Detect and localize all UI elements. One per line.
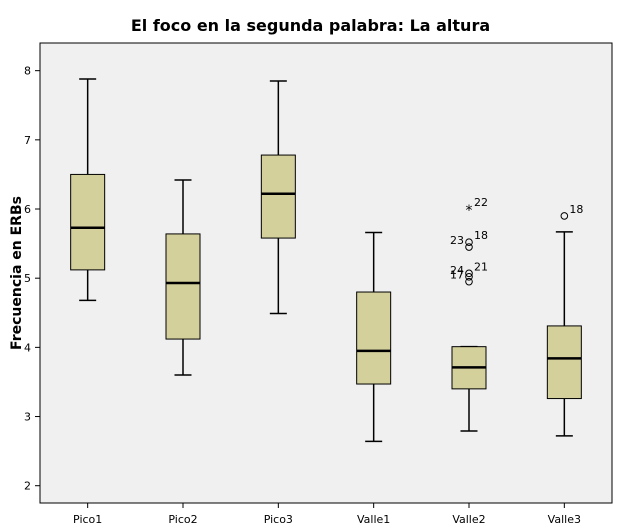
box-Pico3 xyxy=(260,80,296,315)
x-tick-label-Pico2: Pico2 xyxy=(168,513,197,526)
outlier-circle-18 xyxy=(465,238,473,247)
y-tick-label-4: 4 xyxy=(24,341,31,354)
y-tick-label-5: 5 xyxy=(24,272,31,285)
x-tick-label-Valle2: Valle2 xyxy=(452,513,485,526)
y-tick-label-6: 6 xyxy=(24,203,31,216)
iqr-box-Valle3 xyxy=(546,325,582,400)
y-axis: 2 3 4 5 6 7 8 xyxy=(24,65,40,493)
box-Valle1 xyxy=(356,231,392,443)
outlier-circle-21 xyxy=(465,269,473,278)
outlier-circle-24 xyxy=(465,273,473,281)
y-axis-label: Frecuencia en ERBs xyxy=(9,196,25,350)
outlier-label-18: 18 xyxy=(474,229,488,242)
box-Pico1 xyxy=(70,78,106,302)
y-tick-label-3: 3 xyxy=(24,411,31,424)
y-tick-label-2: 2 xyxy=(24,480,31,493)
x-axis: Pico1 Pico2 Pico3 Valle1 Valle2 Valle3 xyxy=(73,503,581,526)
plot-area xyxy=(39,42,613,504)
box-Pico2 xyxy=(165,179,201,376)
x-tick-label-Pico3: Pico3 xyxy=(264,513,293,526)
outlier-circle-17 xyxy=(465,277,473,286)
outlier-star-22: * xyxy=(466,203,473,219)
box-Valle3: 18 xyxy=(546,203,583,437)
y-tick-label-8: 8 xyxy=(24,65,31,78)
x-tick-label-Pico1: Pico1 xyxy=(73,513,102,526)
iqr-box-Pico1 xyxy=(70,173,106,271)
x-tick-label-Valle3: Valle3 xyxy=(548,513,581,526)
x-tick-label-Valle1: Valle1 xyxy=(357,513,390,526)
outlier-label-24: 24 xyxy=(450,264,464,277)
outlier-label-23: 23 xyxy=(450,234,464,247)
outlier-label-21: 21 xyxy=(474,260,488,273)
outlier-circle-18 xyxy=(560,212,569,220)
outlier-label-17: 17 xyxy=(450,269,464,282)
outlier-label-22: 22 xyxy=(474,196,488,209)
iqr-box-Pico3 xyxy=(260,154,296,239)
iqr-box-Valle1 xyxy=(356,291,392,385)
chart-title: El foco en la segunda palabra: La altura xyxy=(130,16,491,35)
y-tick-label-7: 7 xyxy=(24,134,31,147)
iqr-box-Pico2 xyxy=(165,233,201,340)
outlier-label-18: 18 xyxy=(569,203,583,216)
outlier-circle-23 xyxy=(465,243,473,251)
